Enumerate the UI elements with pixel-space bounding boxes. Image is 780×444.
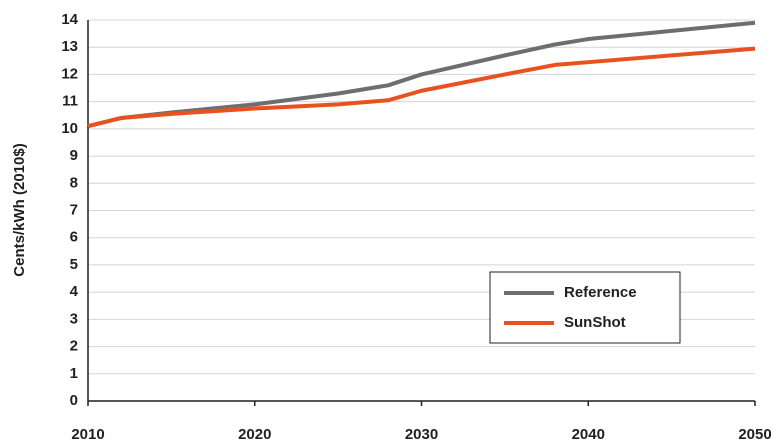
- x-tick-label: 2010: [71, 426, 104, 443]
- y-tick-label: 0: [70, 392, 78, 409]
- y-tick-label: 4: [70, 283, 79, 300]
- y-tick-label: 5: [70, 256, 78, 273]
- y-tick-label: 8: [70, 174, 78, 191]
- y-tick-label: 13: [61, 38, 78, 55]
- y-tick-label: 7: [70, 201, 78, 218]
- y-axis-label: Cents/kWh (2010$): [11, 143, 28, 276]
- x-tick-label: 2050: [738, 426, 771, 443]
- legend-label: Reference: [564, 284, 637, 301]
- legend-label: SunShot: [564, 314, 626, 331]
- x-tick-label: 2020: [238, 426, 271, 443]
- y-tick-label: 2: [70, 338, 78, 355]
- y-tick-label: 14: [61, 11, 78, 28]
- x-tick-label: 2030: [405, 426, 438, 443]
- y-tick-label: 6: [70, 229, 78, 246]
- y-tick-label: 12: [61, 65, 78, 82]
- y-tick-label: 9: [70, 147, 78, 164]
- y-tick-label: 1: [70, 365, 78, 382]
- line: [87, 46, 756, 129]
- legend-box: [489, 271, 681, 344]
- y-tick-label: 10: [61, 120, 78, 137]
- x-tick-label: 2040: [572, 426, 605, 443]
- y-tick-label: 11: [62, 93, 78, 110]
- y-tick-label: 3: [70, 310, 78, 327]
